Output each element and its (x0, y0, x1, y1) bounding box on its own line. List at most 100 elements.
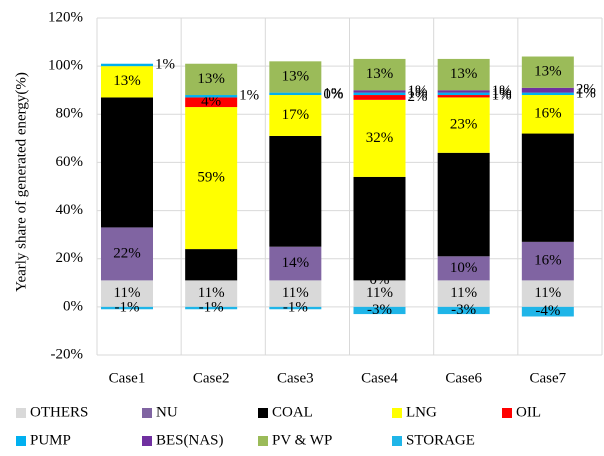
legend-swatch (142, 436, 152, 446)
data-label: 13% (113, 73, 141, 89)
x-tick-label: Case2 (193, 370, 230, 386)
bar-segment (353, 99, 406, 177)
bar-segment (437, 95, 490, 98)
bar-segment (353, 90, 406, 93)
bar-segment (437, 97, 490, 153)
x-tick-label: Case7 (529, 370, 566, 386)
bar-segment (101, 280, 153, 307)
bar-segment (101, 97, 153, 228)
data-label: 46% (282, 183, 310, 199)
data-label: -1% (199, 299, 224, 315)
legend-label: STORAGE (406, 432, 475, 448)
bar-segment (269, 135, 322, 247)
bar-segment (185, 97, 238, 108)
data-label: 11% (198, 285, 225, 301)
bar-segment (101, 306, 153, 310)
data-label: 13% (534, 64, 562, 80)
y-tick-label: 100% (48, 58, 83, 74)
x-tick-label: Case4 (361, 370, 398, 386)
bar-segment (437, 256, 490, 281)
bar-segment (437, 90, 490, 93)
bar-segment (101, 66, 153, 98)
bar-segment (185, 249, 238, 281)
bar-segment (353, 306, 406, 315)
legend-label: BES(NAS) (156, 432, 224, 448)
bar-segment (353, 280, 406, 307)
data-label: 11% (450, 285, 477, 301)
bar-segment (521, 87, 574, 93)
data-label: 1% (323, 85, 343, 101)
legend-swatch (16, 436, 26, 446)
legend-label: OIL (516, 404, 541, 420)
y-tick-label: 60% (56, 154, 84, 170)
data-label: 23% (450, 117, 478, 133)
bar-segment (437, 92, 490, 96)
y-tick-label: -20% (51, 346, 84, 362)
y-tick-label: 0% (63, 298, 83, 314)
y-tick-label: 120% (48, 9, 83, 25)
data-label: 13% (450, 66, 478, 82)
bar-segment (269, 95, 322, 136)
data-label: 59% (197, 170, 225, 186)
data-label: 13% (197, 256, 225, 272)
bar-segment (185, 107, 238, 250)
legend-label: NU (156, 404, 178, 420)
data-label: 17% (282, 107, 310, 123)
bar-segment (269, 306, 322, 310)
legend-label: PV & WP (272, 432, 332, 448)
data-label: 16% (534, 253, 562, 269)
bar-segment (185, 95, 238, 98)
data-label: 43% (366, 220, 394, 236)
legend-swatch (258, 408, 268, 418)
data-label: 14% (282, 255, 310, 271)
data-label: 45% (534, 179, 562, 195)
legend-label: PUMP (30, 432, 71, 448)
data-label: 43% (450, 196, 478, 212)
data-label: 11% (534, 285, 561, 301)
bar-segment (437, 58, 490, 91)
legend-label: COAL (272, 404, 313, 420)
data-label: 22% (113, 245, 141, 261)
bar-segment (269, 246, 322, 281)
x-tick-label: Case6 (445, 370, 482, 386)
bar-segment (521, 95, 574, 134)
legend-label: LNG (406, 404, 437, 420)
data-label: 1% (408, 85, 428, 101)
legend-swatch (392, 408, 402, 418)
bar-segment (185, 63, 238, 96)
data-label: 2% (408, 89, 428, 105)
y-tick-label: 20% (56, 250, 84, 266)
x-tick-label: Case3 (277, 370, 314, 386)
bar-segment (185, 280, 238, 307)
data-label: 11% (366, 285, 393, 301)
data-label: 1% (408, 83, 428, 99)
data-label: 1% (155, 56, 175, 72)
bar-segment (353, 58, 406, 91)
data-label: -3% (451, 302, 476, 318)
data-label: 2% (576, 82, 596, 98)
bar-segment (521, 306, 574, 317)
y-tick-label: 40% (56, 202, 84, 218)
data-label: 11% (114, 285, 141, 301)
data-label: 1% (492, 88, 512, 104)
data-label: 54% (113, 154, 141, 170)
data-label: 13% (197, 71, 225, 87)
legend-swatch (258, 436, 268, 446)
bar-segment (437, 306, 490, 315)
legend-label: OTHERS (30, 404, 88, 420)
data-label: -3% (367, 302, 392, 318)
bar-segment (353, 92, 406, 96)
bar-segment (101, 63, 153, 67)
y-axis-title: Yearly share of generated energy(%) (13, 72, 29, 292)
data-label: 1% (492, 83, 512, 99)
data-label: 0% (323, 86, 343, 102)
data-label: 4% (201, 94, 221, 110)
bar-segment (353, 95, 406, 100)
data-label: 16% (534, 106, 562, 122)
bar-segment (437, 280, 490, 307)
bar-segment (269, 61, 322, 93)
bar-segment (101, 227, 153, 281)
bar-segment (521, 92, 574, 96)
data-label: 13% (282, 68, 310, 84)
